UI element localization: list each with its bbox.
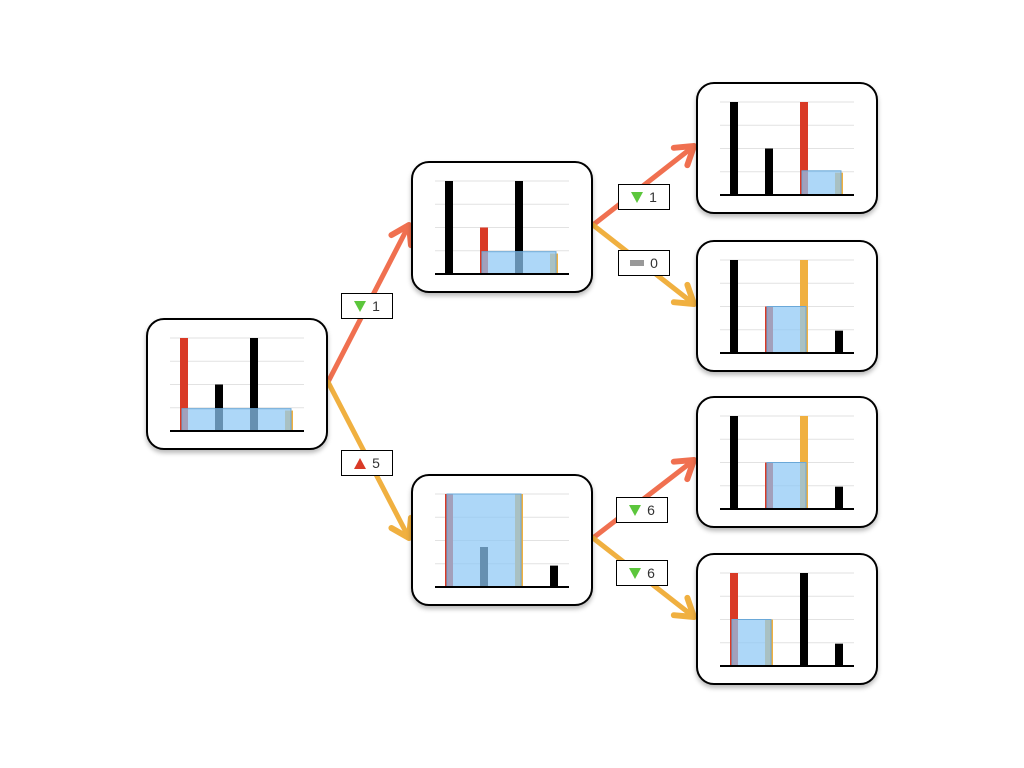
delta-label: 6 [616,560,668,586]
down-triangle-icon [631,191,644,203]
node-aa [696,82,878,214]
down-triangle-icon [629,504,642,516]
node-a [411,161,593,293]
chart-bar [835,486,843,509]
chart-bar [730,416,738,509]
chart-bar [180,338,188,431]
chart-bar [730,102,738,195]
node-root [146,318,328,450]
delta-value: 0 [650,255,658,271]
mini-bar-chart [720,101,854,196]
node-ba [696,396,878,528]
chart-bar [480,227,488,274]
highlight-overlay [446,493,522,588]
flat-dash-icon [630,260,645,266]
down-triangle-icon [354,300,367,312]
delta-label: 5 [341,450,393,476]
chart-bar [550,565,558,587]
node-ab [696,240,878,372]
down-triangle-icon [629,567,642,579]
chart-bar [765,148,773,195]
delta-label: 6 [616,497,668,523]
delta-value: 5 [372,455,380,471]
delta-label: 0 [618,250,670,276]
node-bb [696,553,878,685]
chart-bar [515,181,523,274]
node-b [411,474,593,606]
chart-bar [800,102,808,195]
highlight-overlay [801,170,842,196]
up-triangle-icon [354,457,367,469]
chart-bar [445,181,453,274]
chart-bar [250,338,258,431]
mini-bar-chart [435,180,569,275]
highlight-overlay [481,251,557,275]
chart-bar [835,330,843,353]
delta-value: 6 [647,502,655,518]
delta-value: 1 [372,298,380,314]
delta-value: 1 [649,189,657,205]
highlight-overlay [766,306,807,354]
highlight-overlay [731,619,772,667]
delta-label: 1 [341,293,393,319]
chart-bar [215,384,223,431]
mini-bar-chart [435,493,569,588]
delta-value: 6 [647,565,655,581]
mini-bar-chart [720,415,854,510]
delta-label: 1 [618,184,670,210]
mini-bar-chart [170,337,304,432]
mini-bar-chart [720,572,854,667]
highlight-overlay [181,408,292,432]
chart-bar [730,260,738,353]
chart-bar [800,573,808,666]
highlight-overlay [766,462,807,510]
chart-bar [835,643,843,666]
mini-bar-chart [720,259,854,354]
